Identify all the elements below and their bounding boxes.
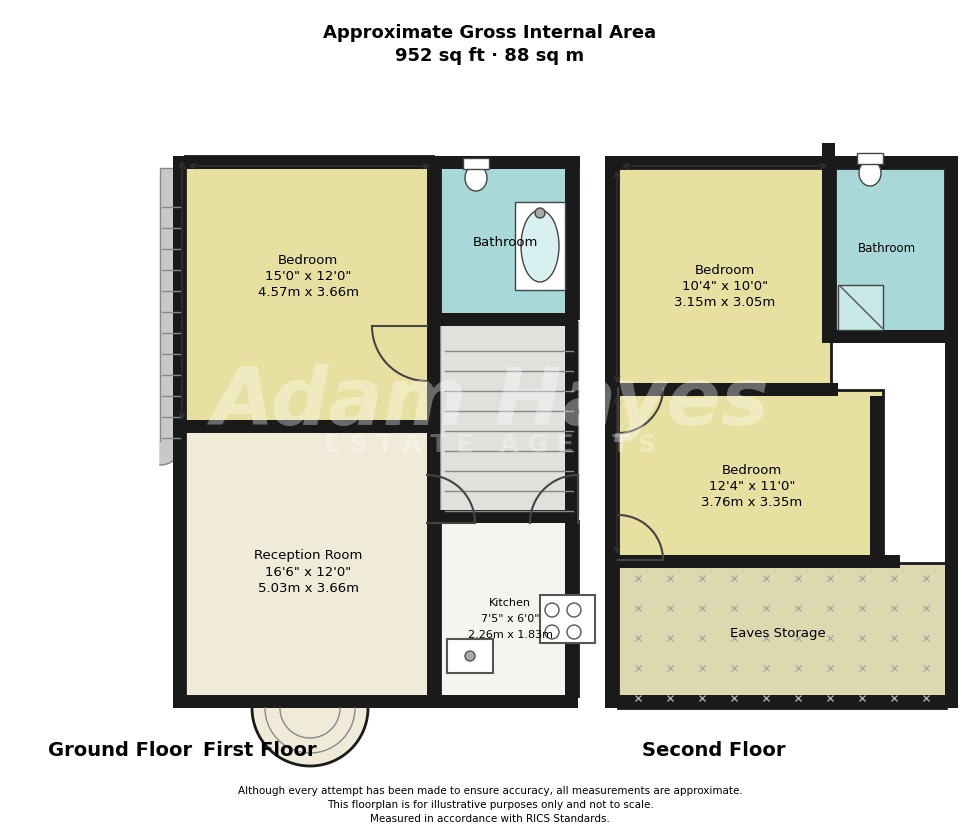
- Text: Kitchen: Kitchen: [489, 598, 531, 608]
- Polygon shape: [252, 708, 368, 766]
- Bar: [160, 168, 182, 443]
- Text: Reception Room: Reception Room: [254, 550, 363, 562]
- Bar: [618, 168, 831, 388]
- Bar: [463, 158, 489, 169]
- Bar: [618, 563, 946, 708]
- Circle shape: [567, 603, 581, 617]
- Bar: [857, 153, 883, 164]
- Text: Approximate Gross Internal Area: Approximate Gross Internal Area: [323, 24, 657, 42]
- Bar: [605, 695, 958, 708]
- Text: Bedroom: Bedroom: [695, 263, 756, 277]
- Bar: [605, 156, 618, 708]
- Circle shape: [567, 625, 581, 639]
- Bar: [618, 555, 900, 568]
- Bar: [835, 330, 945, 343]
- Bar: [945, 156, 958, 708]
- Bar: [835, 168, 945, 338]
- Text: 15'0" x 12'0": 15'0" x 12'0": [265, 270, 351, 282]
- Text: 10'4" x 10'0": 10'4" x 10'0": [682, 280, 768, 292]
- Bar: [185, 156, 433, 428]
- Circle shape: [545, 603, 559, 617]
- Text: Adam Hayes: Adam Hayes: [211, 364, 769, 442]
- Text: Measured in accordance with RICS Standards.: Measured in accordance with RICS Standar…: [370, 814, 610, 824]
- Bar: [185, 431, 433, 696]
- Bar: [822, 143, 835, 343]
- Text: 16'6" x 12'0": 16'6" x 12'0": [265, 566, 351, 578]
- Text: Ground Floor: Ground Floor: [48, 741, 192, 759]
- Text: 5.03m x 3.66m: 5.03m x 3.66m: [258, 582, 359, 594]
- Bar: [173, 695, 578, 708]
- Text: 2.26m x 1.83m: 2.26m x 1.83m: [467, 630, 553, 640]
- Bar: [605, 156, 958, 169]
- Bar: [540, 595, 595, 643]
- Text: This floorplan is for illustrative purposes only and not to scale.: This floorplan is for illustrative purpo…: [326, 800, 654, 810]
- Bar: [515, 202, 565, 290]
- Bar: [440, 158, 578, 318]
- Bar: [870, 396, 883, 568]
- Bar: [838, 285, 883, 330]
- Circle shape: [545, 625, 559, 639]
- Text: E S T A T E   A G E N T S: E S T A T E A G E N T S: [324, 433, 656, 457]
- Circle shape: [535, 208, 545, 218]
- Text: 3.15m x 3.05m: 3.15m x 3.05m: [674, 296, 775, 308]
- Bar: [565, 156, 578, 708]
- Text: 4.57m x 3.66m: 4.57m x 3.66m: [258, 286, 359, 298]
- Polygon shape: [160, 443, 182, 465]
- Text: Bathroom: Bathroom: [858, 241, 916, 255]
- Bar: [440, 510, 578, 523]
- Ellipse shape: [521, 210, 559, 282]
- Text: Although every attempt has been made to ensure accuracy, all measurements are ap: Although every attempt has been made to …: [237, 786, 743, 796]
- Bar: [440, 321, 578, 516]
- Bar: [173, 156, 186, 708]
- Bar: [173, 156, 440, 169]
- Text: 952 sq ft · 88 sq m: 952 sq ft · 88 sq m: [396, 47, 584, 65]
- Text: 12'4" x 11'0": 12'4" x 11'0": [709, 479, 795, 493]
- Bar: [618, 383, 838, 396]
- Text: Eaves Storage: Eaves Storage: [730, 627, 826, 639]
- Bar: [440, 313, 578, 326]
- Circle shape: [465, 651, 475, 661]
- Text: 7'5" x 6'0": 7'5" x 6'0": [481, 614, 539, 624]
- Text: Second Floor: Second Floor: [642, 741, 786, 759]
- Text: 3.76m x 3.35m: 3.76m x 3.35m: [702, 495, 803, 509]
- Text: Bedroom: Bedroom: [722, 463, 782, 477]
- Text: Bathroom: Bathroom: [472, 236, 538, 250]
- Text: First Floor: First Floor: [203, 741, 317, 759]
- Ellipse shape: [465, 165, 487, 191]
- Bar: [440, 156, 580, 169]
- Bar: [440, 521, 578, 696]
- Bar: [618, 390, 883, 560]
- Bar: [447, 639, 493, 673]
- Bar: [173, 420, 440, 433]
- Ellipse shape: [859, 160, 881, 186]
- Bar: [427, 156, 440, 708]
- Text: Bedroom: Bedroom: [278, 254, 338, 266]
